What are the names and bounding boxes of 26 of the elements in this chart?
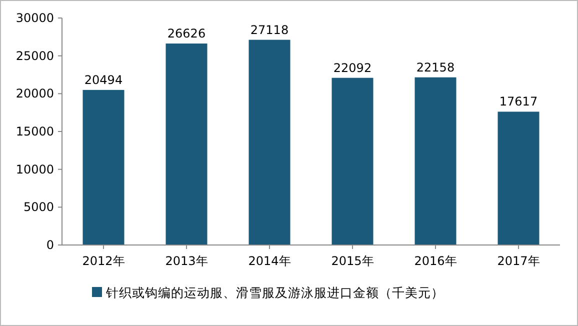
y-tick-label: 10000 <box>16 162 54 176</box>
y-tick-label: 25000 <box>16 48 54 63</box>
y-tick-label: 20000 <box>16 86 54 101</box>
data-label: 26626 <box>167 26 206 41</box>
bar <box>166 44 208 245</box>
x-tick-label: 2014年 <box>248 254 291 268</box>
data-label: 17617 <box>499 94 538 109</box>
bar <box>332 78 374 245</box>
x-tick-label: 2012年 <box>82 254 125 268</box>
y-tick-label: 0 <box>46 238 54 252</box>
legend-label: 针织或钩编的运动服、滑雪服及游泳服进口金额（千美元） <box>105 285 444 300</box>
x-tick-label: 2013年 <box>165 254 208 268</box>
bar <box>248 40 290 245</box>
data-label: 22092 <box>333 60 372 75</box>
data-label: 27118 <box>250 22 289 37</box>
data-label: 22158 <box>416 60 455 74</box>
bar <box>82 90 124 245</box>
bar <box>498 112 540 245</box>
x-tick-label: 2015年 <box>331 254 374 268</box>
data-label: 20494 <box>84 72 123 87</box>
x-tick-label: 2016年 <box>414 254 457 268</box>
x-tick-label: 2017年 <box>497 254 540 268</box>
y-tick-label: 5000 <box>23 200 54 214</box>
y-tick-label: 15000 <box>16 124 54 138</box>
y-tick-label: 30000 <box>16 11 54 25</box>
bar <box>414 77 456 245</box>
